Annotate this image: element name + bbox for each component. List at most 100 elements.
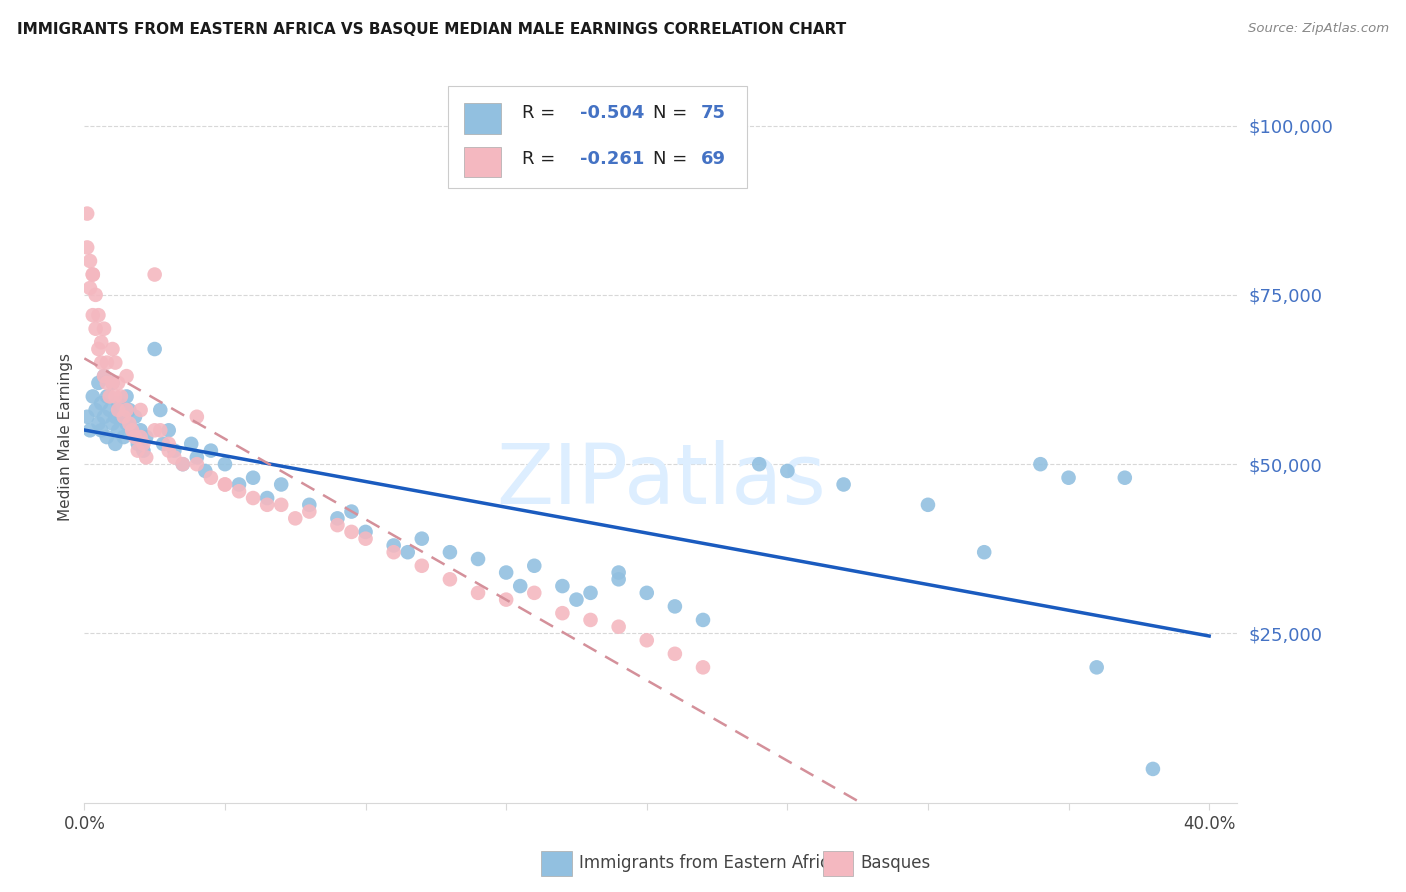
- Point: [124, 430, 146, 444]
- Point: [973, 545, 995, 559]
- Point: [79, 281, 101, 295]
- Point: [692, 613, 714, 627]
- Point: [298, 505, 321, 519]
- Text: ZIPatlas: ZIPatlas: [496, 441, 825, 522]
- FancyBboxPatch shape: [447, 86, 748, 188]
- Point: [256, 491, 278, 505]
- Point: [157, 423, 180, 437]
- Point: [98, 403, 121, 417]
- Point: [143, 423, 166, 437]
- Text: Basques: Basques: [860, 855, 931, 872]
- Point: [149, 423, 172, 437]
- Point: [607, 620, 630, 634]
- Point: [523, 558, 546, 573]
- Point: [135, 450, 157, 465]
- Point: [832, 477, 855, 491]
- Text: N =: N =: [652, 104, 693, 122]
- Point: [354, 524, 377, 539]
- Text: Source: ZipAtlas.com: Source: ZipAtlas.com: [1249, 22, 1389, 36]
- Point: [270, 498, 292, 512]
- Point: [340, 505, 363, 519]
- Point: [523, 586, 546, 600]
- Point: [82, 268, 104, 282]
- Point: [143, 268, 166, 282]
- Point: [96, 389, 118, 403]
- Point: [228, 484, 250, 499]
- Point: [284, 511, 307, 525]
- Point: [664, 647, 686, 661]
- Point: [186, 409, 208, 424]
- Point: [121, 423, 143, 437]
- Point: [115, 417, 138, 431]
- Point: [214, 477, 236, 491]
- Point: [76, 409, 98, 424]
- Point: [298, 498, 321, 512]
- Point: [98, 389, 121, 403]
- Point: [129, 430, 152, 444]
- Point: [172, 457, 194, 471]
- Point: [157, 437, 180, 451]
- Point: [579, 613, 602, 627]
- Point: [467, 552, 489, 566]
- Point: [90, 355, 112, 369]
- Text: R =: R =: [523, 104, 561, 122]
- Point: [124, 409, 146, 424]
- Point: [104, 355, 127, 369]
- Point: [110, 409, 132, 424]
- Point: [509, 579, 531, 593]
- Point: [607, 572, 630, 586]
- Point: [214, 457, 236, 471]
- Point: [163, 443, 186, 458]
- Point: [107, 376, 129, 390]
- Point: [664, 599, 686, 614]
- Point: [104, 437, 127, 451]
- FancyBboxPatch shape: [464, 147, 501, 178]
- Point: [439, 572, 461, 586]
- Point: [110, 389, 132, 403]
- Point: [495, 566, 517, 580]
- Point: [776, 464, 799, 478]
- Point: [127, 443, 149, 458]
- Point: [115, 369, 138, 384]
- Point: [129, 423, 152, 437]
- Point: [107, 403, 129, 417]
- Point: [411, 532, 433, 546]
- Point: [93, 322, 115, 336]
- Point: [96, 376, 118, 390]
- Text: -0.504: -0.504: [581, 104, 644, 122]
- Point: [93, 369, 115, 384]
- Text: R =: R =: [523, 150, 561, 168]
- Point: [84, 288, 107, 302]
- Point: [186, 450, 208, 465]
- Point: [1057, 471, 1080, 485]
- Point: [87, 342, 110, 356]
- Point: [104, 389, 127, 403]
- Point: [112, 409, 135, 424]
- Point: [118, 417, 141, 431]
- Point: [382, 538, 405, 552]
- Point: [411, 558, 433, 573]
- Point: [228, 477, 250, 491]
- Point: [149, 403, 172, 417]
- Point: [194, 464, 217, 478]
- Point: [200, 443, 222, 458]
- Point: [551, 606, 574, 620]
- Point: [326, 518, 349, 533]
- Point: [82, 268, 104, 282]
- Point: [101, 376, 124, 390]
- Point: [382, 545, 405, 559]
- Point: [90, 423, 112, 437]
- Point: [326, 511, 349, 525]
- Point: [340, 524, 363, 539]
- Point: [121, 423, 143, 437]
- Point: [96, 355, 118, 369]
- Point: [79, 254, 101, 268]
- Point: [242, 471, 264, 485]
- Point: [256, 498, 278, 512]
- Point: [79, 423, 101, 437]
- Point: [270, 477, 292, 491]
- Point: [551, 579, 574, 593]
- Point: [115, 389, 138, 403]
- Point: [135, 430, 157, 444]
- Point: [87, 376, 110, 390]
